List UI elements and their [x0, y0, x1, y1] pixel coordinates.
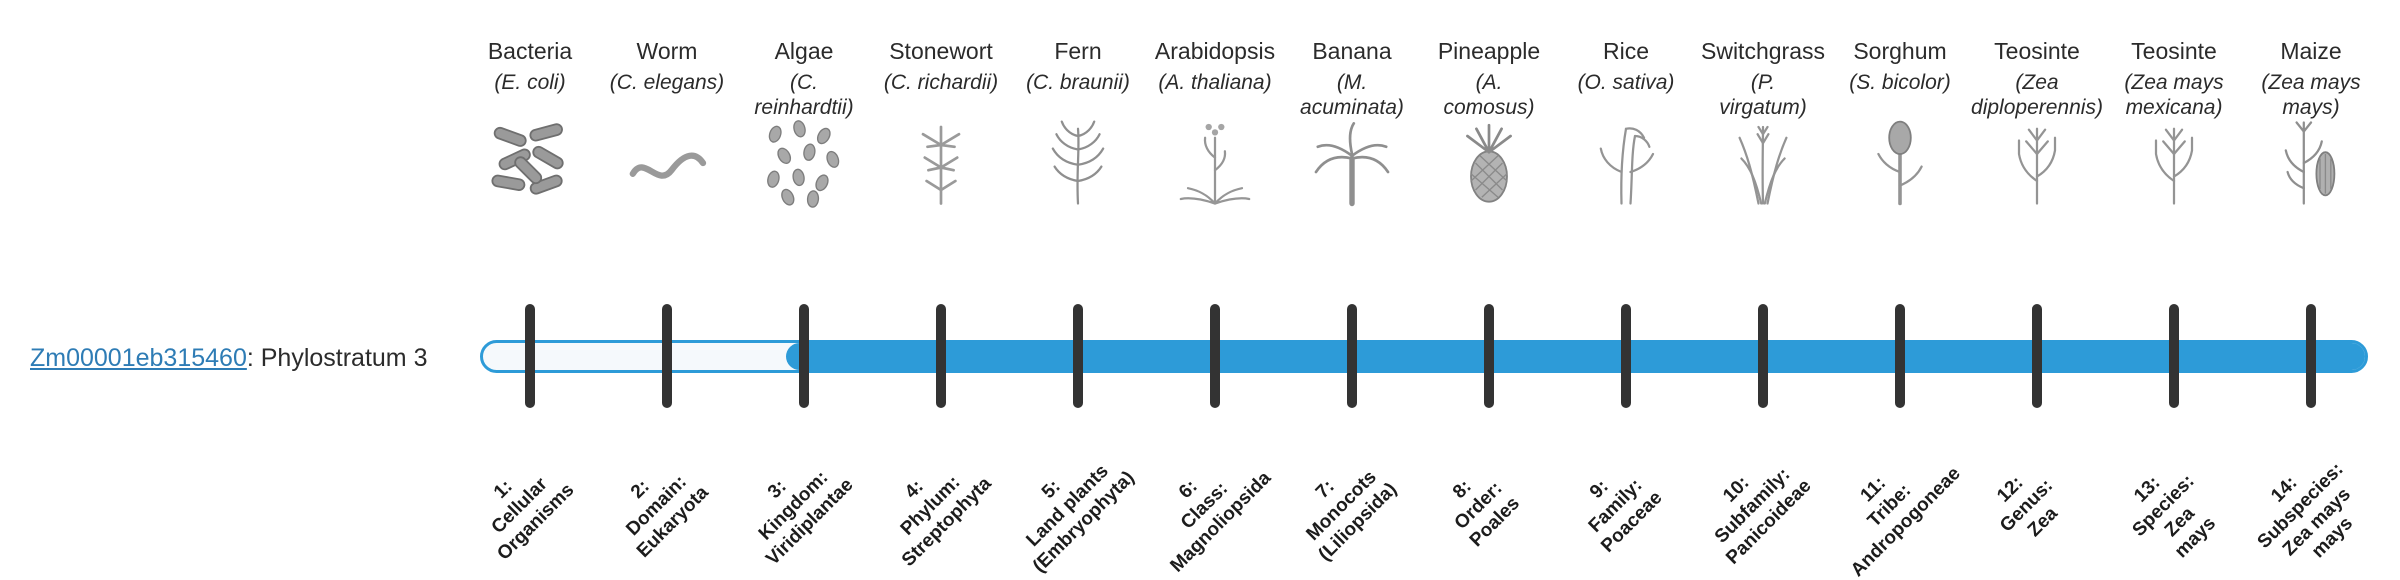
taxon-common-name: Maize — [2280, 38, 2342, 64]
phylostratum-tick — [1621, 304, 1631, 408]
phylostratum-stage-label: 5: Land plants (Embryophyta) — [1022, 460, 1139, 577]
gene-id-link[interactable]: Zm00001eb315460 — [30, 344, 247, 372]
taxon-column: Rice (O. sativa) 9: Family: Poaceae — [1541, 0, 1711, 580]
taxon-scientific-name: (Zea diploperennis) — [1971, 71, 2103, 120]
taxon-column: Maize (Zea mays mays) 14: Subspecies: Zea … — [2226, 0, 2396, 580]
phylostratum-stage-label: 10: Subfamily: Panicoideae — [1710, 463, 1816, 569]
phylostratum-stage-label: 14: Subspecies: Zea mays mays — [2253, 458, 2358, 563]
bacteria-illustration — [485, 118, 575, 208]
taxon-scientific-name: (Zea mays mexicana) — [2124, 71, 2224, 120]
taxon-common-name: Arabidopsis — [1154, 38, 1276, 64]
taxon-column: Arabidopsis (A. thaliana) 6: Class: Magnol… — [1130, 0, 1300, 580]
phylostratum-tick — [799, 304, 809, 408]
phylostratum-stage-label: 6: Class: Magnoliopsida — [1166, 467, 1276, 577]
taxon-common-name: Pineapple — [1437, 38, 1541, 64]
taxon-common-name: Banana — [1312, 38, 1392, 64]
taxon-common-name: Rice — [1602, 38, 1649, 64]
phylostratum-stage-label: 7: Monocots (Liliopsida) — [1302, 466, 1401, 566]
taxon-scientific-name: (C. richardii) — [883, 71, 999, 94]
taxon-common-name: Sorghum — [1853, 38, 1947, 64]
taxon-scientific-name: (C. braunii) — [1026, 71, 1130, 94]
taxon-column: Switchgrass (P. virgatum) 10: Subfamily: P… — [1678, 0, 1848, 580]
banana-illustration — [1307, 118, 1397, 208]
arabidopsis-illustration — [1170, 118, 1260, 208]
taxon-common-name: Stonewort — [889, 38, 993, 64]
taxon-common-name: Bacteria — [487, 38, 573, 64]
phylostratum-bar — [480, 340, 2368, 373]
pineapple-illustration — [1444, 118, 1534, 208]
phylostratum-tick — [1484, 304, 1494, 408]
maize-illustration — [2266, 118, 2356, 208]
taxon-common-name: Teosinte — [1994, 38, 2080, 64]
switchgrass-illustration — [1718, 118, 1808, 208]
taxon-scientific-name: (C. reinhardtii) — [754, 71, 854, 120]
teosinte-illustration — [2129, 118, 2219, 208]
phylostratum-tick — [936, 304, 946, 408]
phylostratum-stage-label: 4: Phylum: Streptophyta — [896, 471, 996, 571]
phylostratum-stage-label: 3: Kingdom: Viridiplantae — [754, 466, 858, 570]
phylostratum-stage-label: 9: Family: Poaceae — [1584, 474, 1667, 557]
phylostratum-tick — [1347, 304, 1357, 408]
taxon-scientific-name: (M. acuminata) — [1300, 71, 1404, 120]
taxon-column: Pineapple (A. comosus) 8: Order: Poales — [1404, 0, 1574, 580]
teosinte-illustration — [1992, 118, 2082, 208]
taxon-scientific-name: (A. comosus) — [1443, 71, 1535, 120]
phylostratum-tick — [1210, 304, 1220, 408]
taxon-common-name: Fern — [1054, 38, 1102, 64]
phylostratum-tick — [1895, 304, 1905, 408]
phylostratum-tick — [1073, 304, 1083, 408]
phylostratum-stage-label: 12: Genus: Zea — [1993, 472, 2062, 541]
phylostratum-tick — [2306, 304, 2316, 408]
algae-illustration — [759, 118, 849, 208]
taxon-column: Bacteria (E. coli) 1: Cellular Organisms — [445, 0, 615, 580]
taxon-common-name: Switchgrass — [1701, 38, 1825, 64]
taxon-column: Banana (M. acuminata) 7: Monocots (Liliops… — [1267, 0, 1437, 580]
phylostratum-stage-label: 8: Order: Poales — [1448, 476, 1524, 551]
phylostratum-tick — [525, 304, 535, 408]
taxon-common-name: Worm — [636, 38, 698, 64]
phylostratum-tick — [2169, 304, 2179, 408]
taxon-column: Fern (C. braunii) 5: Land plants (Embryoph… — [993, 0, 1163, 580]
sorghum-illustration — [1855, 118, 1945, 208]
taxon-column: Teosinte (Zea diploperennis) 12: Genus: Ze… — [1952, 0, 2122, 580]
gene-label: Zm00001eb315460: Phylostratum 3 — [30, 344, 428, 373]
taxon-column: Worm (C. elegans) 2: Domain: Eukaryota — [582, 0, 752, 580]
worm-illustration — [622, 118, 712, 208]
taxon-scientific-name: (C. elegans) — [609, 71, 725, 94]
rice-illustration — [1581, 118, 1671, 208]
phylostratum-tick — [1758, 304, 1768, 408]
stonewort-illustration — [896, 118, 986, 208]
taxon-scientific-name: (P. virgatum) — [1719, 71, 1807, 120]
fern-illustration — [1033, 118, 1123, 208]
taxon-scientific-name: (O. sativa) — [1577, 71, 1675, 94]
phylostratum-stage-label: 11: Tribe: Andropogoneae — [1846, 462, 1965, 580]
phylostratum-stage-label: 2: Domain: Eukaryota — [622, 471, 713, 562]
phylostratum-tick — [2032, 304, 2042, 408]
taxon-column: Algae (C. reinhardtii) 3: Kingdom: Viridip… — [719, 0, 889, 580]
taxon-scientific-name: (S. bicolor) — [1849, 71, 1951, 94]
phylostratum-bar-fill — [786, 343, 2365, 370]
taxon-scientific-name: (E. coli) — [494, 71, 566, 94]
phylostratum-stage-label: 1: Cellular Organisms — [487, 473, 579, 565]
taxon-column: Teosinte (Zea mays mexicana) 13: Species: … — [2089, 0, 2259, 580]
gene-phylostratum-text: : Phylostratum 3 — [246, 344, 428, 372]
taxon-scientific-name: (A. thaliana) — [1158, 71, 1272, 94]
taxon-scientific-name: (Zea mays mays) — [2261, 71, 2361, 120]
taxon-common-name: Teosinte — [2131, 38, 2217, 64]
phylostratum-tick — [662, 304, 672, 408]
taxon-column: Stonewort (C. richardii) 4: Phylum: Strept… — [856, 0, 1026, 580]
taxon-common-name: Algae — [774, 38, 834, 64]
taxon-column: Sorghum (S. bicolor) 11: Tribe: Andropogon… — [1815, 0, 1985, 580]
